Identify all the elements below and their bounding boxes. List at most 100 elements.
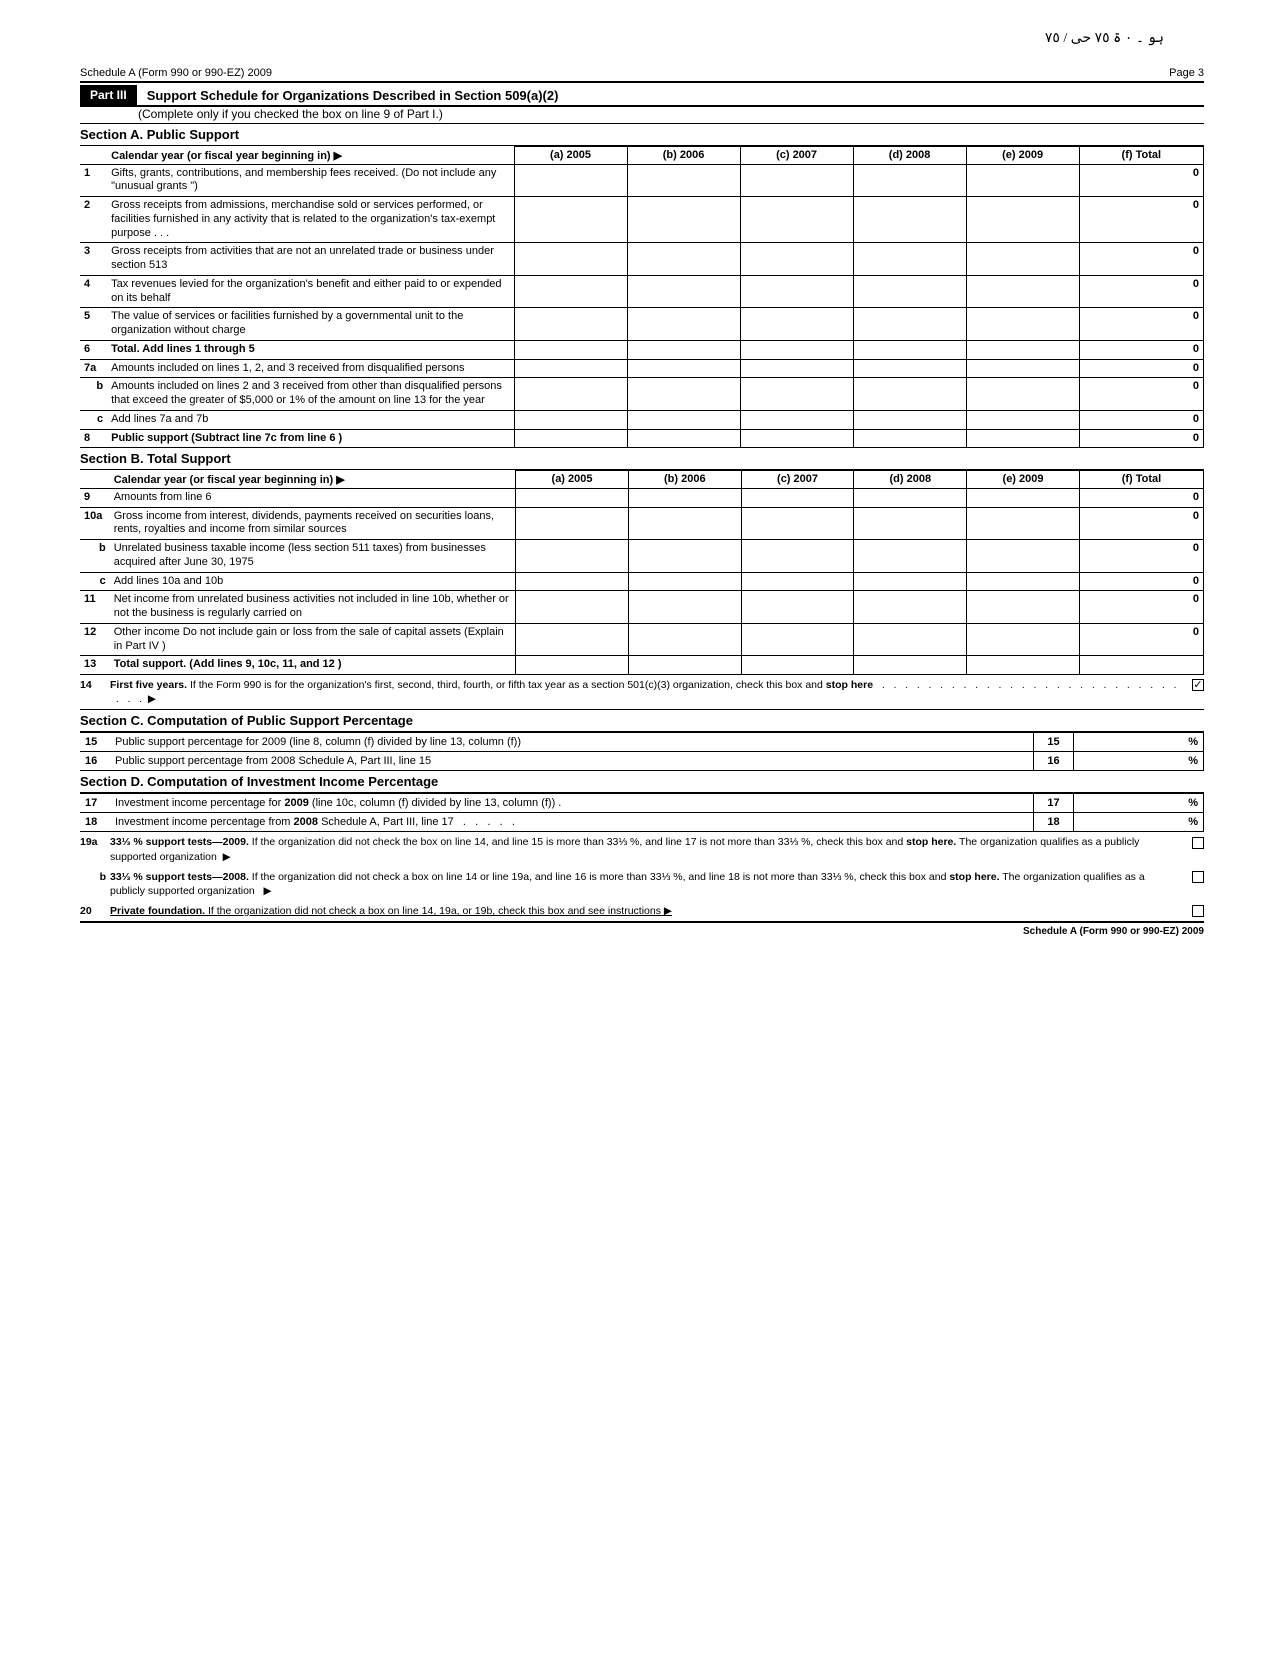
row-16-num: 16 xyxy=(80,752,110,771)
col-a-2005: (a) 2005 xyxy=(514,147,627,165)
top-scribble: ہو ۔ ٠ ۃ ٧٥ حى / ٧٥ xyxy=(80,30,1204,47)
row-18-box: 18 xyxy=(1034,813,1074,832)
row-20: 20 Private foundation. If the organizati… xyxy=(80,901,1204,923)
row-15-box: 15 xyxy=(1034,733,1074,752)
row-16-desc: Public support percentage from 2008 Sche… xyxy=(110,752,1034,771)
part-label: Part III xyxy=(80,85,137,105)
row-18-pct: % xyxy=(1074,813,1204,832)
row-12-desc: Other income Do not include gain or loss… xyxy=(110,623,516,656)
row-14-desc: First five years. First five years. If t… xyxy=(110,678,1180,706)
row-12: 12 Other income Do not include gain or l… xyxy=(80,623,1204,656)
row-7b: b Amounts included on lines 2 and 3 rece… xyxy=(80,378,1204,411)
row-16: 16 Public support percentage from 2008 S… xyxy=(80,752,1204,771)
col-f-total: (f) Total xyxy=(1079,147,1203,165)
row-17-desc: Investment income percentage for 2009 (l… xyxy=(110,794,1034,813)
row-10b-total: 0 xyxy=(1079,540,1203,573)
row-4-total: 0 xyxy=(1079,275,1203,308)
row-4: 4 Tax revenues levied for the organizati… xyxy=(80,275,1204,308)
page-number: Page 3 xyxy=(1169,67,1204,79)
section-a-table: Calendar year (or fiscal year beginning … xyxy=(80,146,1204,448)
section-a-title: Section A. Public Support xyxy=(80,124,1204,146)
row-11-desc: Net income from unrelated business activ… xyxy=(110,591,516,624)
row-17-num: 17 xyxy=(80,794,110,813)
row-15-pct: % xyxy=(1074,733,1204,752)
row-16-pct: % xyxy=(1074,752,1204,771)
line19a-checkbox[interactable] xyxy=(1192,837,1204,849)
row-15: 15 Public support percentage for 2009 (l… xyxy=(80,733,1204,752)
section-d-table: 17 Investment income percentage for 2009… xyxy=(80,793,1204,832)
row-18-num: 18 xyxy=(80,813,110,832)
row-7b-desc: Amounts included on lines 2 and 3 receiv… xyxy=(107,378,514,411)
row-3-num: 3 xyxy=(80,243,107,276)
row-10c-total: 0 xyxy=(1079,572,1203,591)
col-f-total-b: (f) Total xyxy=(1079,471,1203,489)
line19b-checkbox[interactable] xyxy=(1192,871,1204,883)
row-11-total: 0 xyxy=(1079,591,1203,624)
row-18: 18 Investment income percentage from 200… xyxy=(80,813,1204,832)
row-8-desc: Public support (Subtract line 7c from li… xyxy=(111,432,342,444)
row-1: 1 Gifts, grants, contributions, and memb… xyxy=(80,164,1204,197)
col-e-2009: (e) 2009 xyxy=(966,147,1079,165)
form-title: Schedule A (Form 990 or 990-EZ) 2009 xyxy=(80,67,272,79)
cal-year-label-b: Calendar year (or fiscal year beginning … xyxy=(114,474,345,486)
row-19a-desc: 33⅓ % support tests—2009. If the organiz… xyxy=(110,835,1180,863)
row-4-desc: Tax revenues levied for the organization… xyxy=(107,275,514,308)
row-14: 14 First five years. First five years. I… xyxy=(80,675,1204,710)
row-2: 2 Gross receipts from admissions, mercha… xyxy=(80,197,1204,243)
row-13: 13 Total support. (Add lines 9, 10c, 11,… xyxy=(80,656,1204,675)
row-10a: 10a Gross income from interest, dividend… xyxy=(80,507,1204,540)
row-8-total: 0 xyxy=(1079,429,1203,448)
row-7c: c Add lines 7a and 7b 0 xyxy=(80,410,1204,429)
row-16-box: 16 xyxy=(1034,752,1074,771)
row-7b-total: 0 xyxy=(1079,378,1203,411)
row-10a-total: 0 xyxy=(1079,507,1203,540)
row-7c-desc: Add lines 7a and 7b xyxy=(107,410,514,429)
row-17: 17 Investment income percentage for 2009… xyxy=(80,794,1204,813)
footer: Schedule A (Form 990 or 990-EZ) 2009 xyxy=(80,926,1204,937)
row-3: 3 Gross receipts from activities that ar… xyxy=(80,243,1204,276)
row-5-desc: The value of services or facilities furn… xyxy=(107,308,514,341)
row-10c: c Add lines 10a and 10b 0 xyxy=(80,572,1204,591)
col-d-2008-b: (d) 2008 xyxy=(854,471,967,489)
line20-checkbox[interactable] xyxy=(1192,905,1204,917)
row-10a-desc: Gross income from interest, dividends, p… xyxy=(110,507,516,540)
row-7a: 7a Amounts included on lines 1, 2, and 3… xyxy=(80,359,1204,378)
row-7a-desc: Amounts included on lines 1, 2, and 3 re… xyxy=(107,359,514,378)
row-10b-num: b xyxy=(80,540,110,573)
col-a-2005-b: (a) 2005 xyxy=(516,471,629,489)
row-13-total xyxy=(1079,656,1203,675)
row-15-desc: Public support percentage for 2009 (line… xyxy=(110,733,1034,752)
row-9: 9 Amounts from line 6 0 xyxy=(80,488,1204,507)
row-5-total: 0 xyxy=(1079,308,1203,341)
cal-year-label-a: Calendar year (or fiscal year beginning … xyxy=(111,150,342,162)
row-9-num: 9 xyxy=(80,488,110,507)
section-b-table: Calendar year (or fiscal year beginning … xyxy=(80,470,1204,675)
col-c-2007-b: (c) 2007 xyxy=(741,471,854,489)
part-title: Support Schedule for Organizations Descr… xyxy=(137,88,559,103)
part-bar: Part III Support Schedule for Organizati… xyxy=(80,85,1204,107)
row-5-num: 5 xyxy=(80,308,107,341)
row-6-num: 6 xyxy=(80,340,107,359)
row-19b-desc: 33⅓ % support tests—2008. If the organiz… xyxy=(110,870,1180,898)
row-10b: b Unrelated business taxable income (les… xyxy=(80,540,1204,573)
row-20-num: 20 xyxy=(80,904,110,918)
line14-checkbox[interactable]: ✓ xyxy=(1192,679,1204,691)
row-2-desc: Gross receipts from admissions, merchand… xyxy=(107,197,514,243)
row-7c-total: 0 xyxy=(1079,410,1203,429)
row-19a-num: 19a xyxy=(80,835,110,863)
row-9-total: 0 xyxy=(1079,488,1203,507)
row-7a-num: 7a xyxy=(80,359,107,378)
row-10a-num: 10a xyxy=(80,507,110,540)
row-2-num: 2 xyxy=(80,197,107,243)
section-d-title: Section D. Computation of Investment Inc… xyxy=(80,771,1204,793)
row-7c-num: c xyxy=(80,410,107,429)
row-20-desc: Private foundation. If the organization … xyxy=(110,904,1180,918)
row-5: 5 The value of services or facilities fu… xyxy=(80,308,1204,341)
row-2-total: 0 xyxy=(1079,197,1203,243)
row-6-total: 0 xyxy=(1079,340,1203,359)
col-d-2008: (d) 2008 xyxy=(853,147,966,165)
part-subtitle: (Complete only if you checked the box on… xyxy=(80,107,1204,124)
row-11-num: 11 xyxy=(80,591,110,624)
row-8: 8 Public support (Subtract line 7c from … xyxy=(80,429,1204,448)
row-6-desc: Total. Add lines 1 through 5 xyxy=(111,343,255,355)
